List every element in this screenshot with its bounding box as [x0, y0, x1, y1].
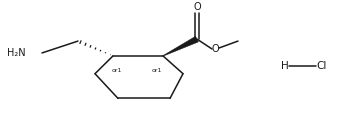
Polygon shape: [163, 36, 198, 56]
Text: H₂N: H₂N: [7, 48, 26, 58]
Text: or1: or1: [152, 68, 162, 73]
Text: O: O: [193, 2, 201, 12]
Text: Cl: Cl: [317, 61, 327, 71]
Text: O: O: [211, 44, 219, 54]
Text: or1: or1: [112, 68, 122, 73]
Text: H: H: [281, 61, 289, 71]
